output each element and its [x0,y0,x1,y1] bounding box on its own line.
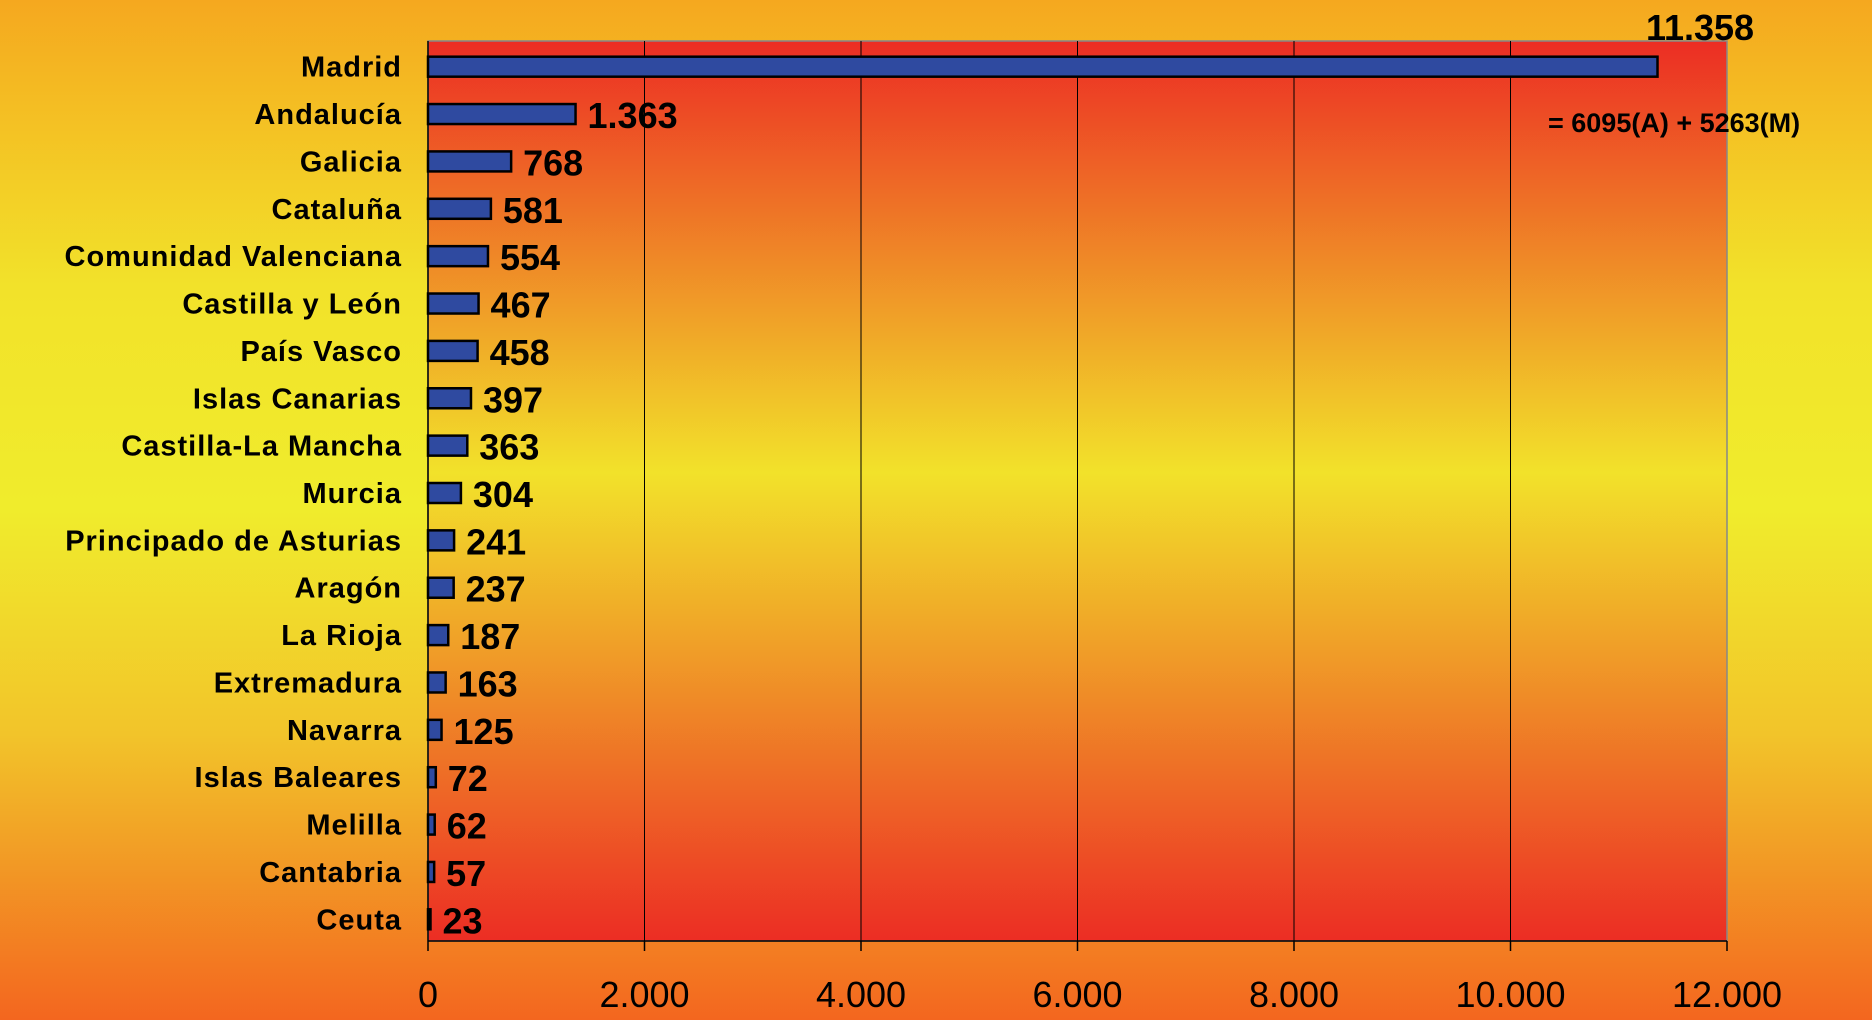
x-tick-label: 0 [418,974,438,1015]
value-label: 57 [446,853,486,894]
category-label: La Rioja [281,620,402,652]
category-label: Extremadura [214,667,402,699]
value-label: 1.363 [588,95,678,136]
value-label: 768 [523,142,583,183]
category-label: Galicia [300,146,402,178]
value-label: 363 [479,427,539,468]
bar [426,765,438,789]
category-label: Castilla y León [182,289,402,321]
x-tick-label: 10.000 [1455,974,1565,1015]
bar [426,244,490,268]
gridlines [644,41,1511,941]
bar [426,576,455,599]
x-tick-label: 6.000 [1032,974,1122,1015]
bar [426,197,493,221]
category-label: Cantabria [259,857,402,889]
bar [426,387,473,410]
value-label: 458 [490,332,550,373]
bar [426,623,450,647]
x-tick-label: 2.000 [599,974,689,1015]
category-label: Melilla [306,810,402,842]
value-label: 187 [460,616,520,657]
bar [426,718,443,742]
category-label: Islas Canarias [193,383,402,415]
bar [426,813,436,836]
category-label: Principado de Asturias [65,525,402,557]
bar [426,671,447,694]
category-label: Castilla-La Mancha [121,431,402,463]
value-label: 23 [442,900,482,941]
value-label: 62 [447,806,487,847]
value-label: 11.358 [1646,7,1754,48]
category-label: Islas Baleares [195,762,402,794]
category-label: Murcia [303,478,402,510]
bar [426,55,1659,78]
bar [426,292,480,315]
category-label: Aragón [295,573,403,605]
bar [426,481,463,505]
value-label: 581 [503,190,563,231]
value-label: 304 [473,474,533,515]
value-label: 397 [483,379,543,420]
category-label: Madrid [301,52,402,84]
value-label: 241 [466,521,526,562]
value-label: 72 [448,758,488,799]
category-label: Cataluña [272,194,402,226]
labels: Madrid 11.358 Andalucía 1.363 Galicia 768 Cata… [65,7,1755,941]
category-label: Andalucía [254,99,402,131]
bar [426,150,513,173]
bar [426,339,479,363]
value-label: 163 [458,663,518,704]
category-label: País Vasco [240,336,402,368]
x-tick-label: 4.000 [816,974,906,1015]
bar [426,434,469,457]
category-label: Ceuta [316,904,402,936]
x-tick-label: 12.000 [1672,974,1782,1015]
category-label: Comunidad Valenciana [65,241,402,273]
category-label: Navarra [287,715,402,747]
value-label: 554 [500,237,560,278]
annotation-label: = 6095(A) + 5263(M) [1548,108,1800,138]
bar [426,529,456,552]
value-label: 467 [491,285,551,326]
x-tick-label: 8.000 [1249,974,1339,1015]
bar [426,102,577,126]
x-axis: 0 2.000 4.000 6.000 8.000 10.000 12.000 [418,41,1782,1015]
value-label: 237 [466,569,526,610]
bar [426,860,436,884]
value-label: 125 [454,711,514,752]
